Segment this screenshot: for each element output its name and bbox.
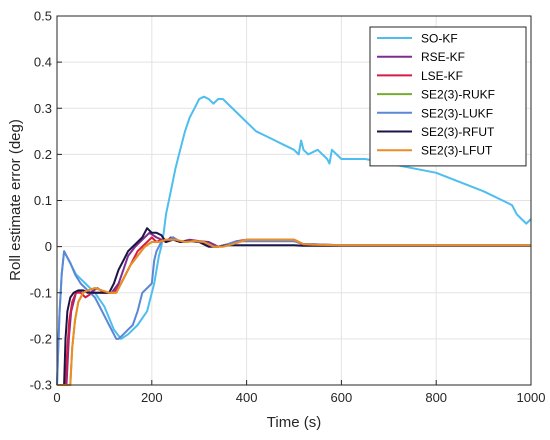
- x-tick-label: 200: [141, 390, 163, 405]
- series-line-6: [57, 238, 531, 386]
- series-line-5: [57, 227, 531, 386]
- legend-label-5: SE2(3)-RFUT: [421, 125, 495, 139]
- y-tick-label: 0.2: [34, 147, 52, 162]
- y-axis-label: Roll estimate error (deg): [7, 119, 24, 281]
- x-tick-label: 400: [236, 390, 258, 405]
- series-line-4: [56, 236, 531, 386]
- series-lines: [56, 95, 532, 386]
- y-tick-label: 0.3: [34, 101, 52, 116]
- legend-label-3: SE2(3)-RUKF: [421, 88, 495, 102]
- y-tick-label: 0.4: [34, 55, 52, 70]
- legend-label-4: SE2(3)-LUKF: [421, 106, 493, 120]
- x-tick-label: 800: [425, 390, 447, 405]
- legend-label-2: LSE-KF: [421, 69, 463, 83]
- legend-label-0: SO-KF: [421, 32, 458, 46]
- y-tick-label: 0.1: [34, 193, 52, 208]
- x-axis-label: Time (s): [267, 414, 321, 431]
- legend: SO-KF RSE-KF LSE-KF SE2(3)-RUKF SE2(3)-LUKF S…: [369, 26, 527, 167]
- y-tick-label: 0: [45, 239, 52, 254]
- legend-label-6: SE2(3)-LFUT: [421, 144, 493, 158]
- y-tick-label: -0.1: [30, 285, 52, 300]
- x-tick-label: 600: [331, 390, 353, 405]
- x-tick-label: 0: [53, 390, 60, 405]
- axis-ticks: 0 200 400 600 800 1000 -0.3 -0.2 -0.1 0 0.1 0.2 0.3 0…: [30, 9, 546, 406]
- y-tick-label: -0.2: [30, 331, 52, 346]
- legend-box: [369, 26, 527, 167]
- legend-label-1: RSE-KF: [421, 50, 465, 64]
- y-tick-label: 0.5: [34, 9, 52, 24]
- y-tick-label: -0.3: [30, 378, 52, 393]
- x-tick-label: 1000: [517, 390, 546, 405]
